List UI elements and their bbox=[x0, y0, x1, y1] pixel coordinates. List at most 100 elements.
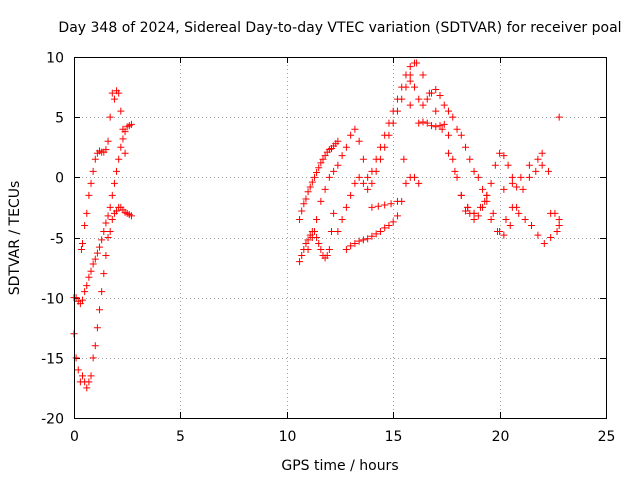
data-point bbox=[464, 203, 472, 211]
data-point bbox=[423, 95, 431, 103]
series-track-14 bbox=[500, 149, 563, 223]
data-point bbox=[364, 185, 372, 193]
data-point bbox=[364, 235, 372, 243]
data-point bbox=[519, 185, 527, 193]
data-point bbox=[347, 242, 355, 250]
data-point bbox=[453, 173, 461, 181]
data-point bbox=[342, 203, 350, 211]
data-point bbox=[381, 143, 389, 151]
data-point bbox=[100, 270, 108, 278]
data-point bbox=[121, 149, 129, 157]
data-point bbox=[76, 300, 84, 308]
data-point bbox=[98, 288, 106, 296]
data-point bbox=[93, 324, 101, 332]
series-track-1 bbox=[70, 203, 135, 392]
y-tick-label: -10 bbox=[41, 292, 64, 308]
data-point bbox=[449, 113, 457, 121]
data-point bbox=[317, 197, 325, 205]
data-point bbox=[453, 125, 461, 133]
data-point bbox=[440, 101, 448, 109]
data-point bbox=[470, 209, 478, 217]
data-point bbox=[317, 246, 325, 254]
data-point bbox=[368, 203, 376, 211]
data-point bbox=[323, 252, 331, 260]
y-tick-label: -20 bbox=[41, 412, 64, 428]
data-point bbox=[487, 215, 495, 223]
data-point bbox=[406, 101, 414, 109]
data-point bbox=[457, 131, 465, 139]
data-point bbox=[415, 179, 423, 187]
data-point bbox=[400, 155, 408, 163]
data-point bbox=[372, 167, 380, 175]
data-point bbox=[438, 125, 446, 133]
y-tick-label: 0 bbox=[55, 171, 64, 187]
data-point bbox=[85, 378, 93, 386]
data-point bbox=[381, 201, 389, 209]
data-point bbox=[355, 237, 363, 245]
data-point bbox=[302, 240, 310, 248]
data-point bbox=[500, 231, 508, 239]
data-point bbox=[342, 143, 350, 151]
data-point bbox=[445, 149, 453, 157]
y-tick-label: -5 bbox=[50, 232, 64, 248]
data-point bbox=[479, 185, 487, 193]
series-track-12 bbox=[464, 197, 561, 248]
data-point bbox=[508, 173, 516, 181]
data-point bbox=[108, 89, 116, 97]
data-point bbox=[359, 179, 367, 187]
data-point bbox=[462, 143, 470, 151]
data-point bbox=[91, 255, 99, 263]
data-point bbox=[393, 197, 401, 205]
data-point bbox=[302, 195, 310, 203]
data-point bbox=[555, 221, 563, 229]
data-point bbox=[474, 212, 482, 220]
data-point bbox=[368, 232, 376, 240]
data-point bbox=[106, 113, 114, 121]
data-point bbox=[102, 146, 110, 154]
data-point bbox=[104, 234, 112, 241]
x-axis-label: GPS time / hours bbox=[281, 458, 398, 474]
data-point bbox=[483, 191, 491, 199]
data-point bbox=[402, 83, 410, 91]
data-point bbox=[534, 231, 542, 239]
data-point bbox=[474, 173, 482, 181]
data-point bbox=[110, 179, 118, 187]
data-point bbox=[96, 306, 104, 314]
data-point bbox=[102, 252, 110, 260]
data-point bbox=[83, 282, 91, 290]
series-outlier bbox=[555, 113, 563, 121]
data-point bbox=[406, 63, 414, 71]
data-point bbox=[113, 167, 121, 175]
data-point bbox=[113, 207, 121, 215]
data-point bbox=[338, 152, 346, 160]
data-point bbox=[110, 95, 118, 103]
data-point bbox=[108, 215, 116, 223]
data-point bbox=[410, 83, 418, 91]
series-track-6 bbox=[304, 59, 418, 254]
grid bbox=[74, 57, 606, 418]
data-point bbox=[325, 173, 333, 181]
data-point bbox=[310, 227, 318, 235]
data-point bbox=[387, 200, 395, 208]
data-point bbox=[330, 209, 338, 217]
data-point bbox=[368, 179, 376, 187]
data-point bbox=[351, 240, 359, 248]
data-point bbox=[470, 167, 478, 175]
data-point bbox=[540, 240, 548, 248]
data-point bbox=[372, 230, 380, 238]
data-point bbox=[500, 185, 508, 193]
data-point bbox=[315, 240, 323, 248]
data-point bbox=[419, 118, 427, 126]
data-point bbox=[334, 137, 342, 145]
data-point bbox=[376, 155, 384, 163]
data-point bbox=[381, 224, 389, 232]
data-point bbox=[334, 227, 342, 235]
x-tick-label: 5 bbox=[176, 429, 185, 445]
data-point bbox=[315, 164, 323, 172]
x-tick-label: 20 bbox=[492, 429, 510, 445]
data-point bbox=[106, 227, 114, 235]
data-point bbox=[555, 113, 563, 121]
data-point bbox=[487, 179, 495, 187]
data-point bbox=[470, 215, 478, 223]
data-point bbox=[553, 227, 561, 235]
